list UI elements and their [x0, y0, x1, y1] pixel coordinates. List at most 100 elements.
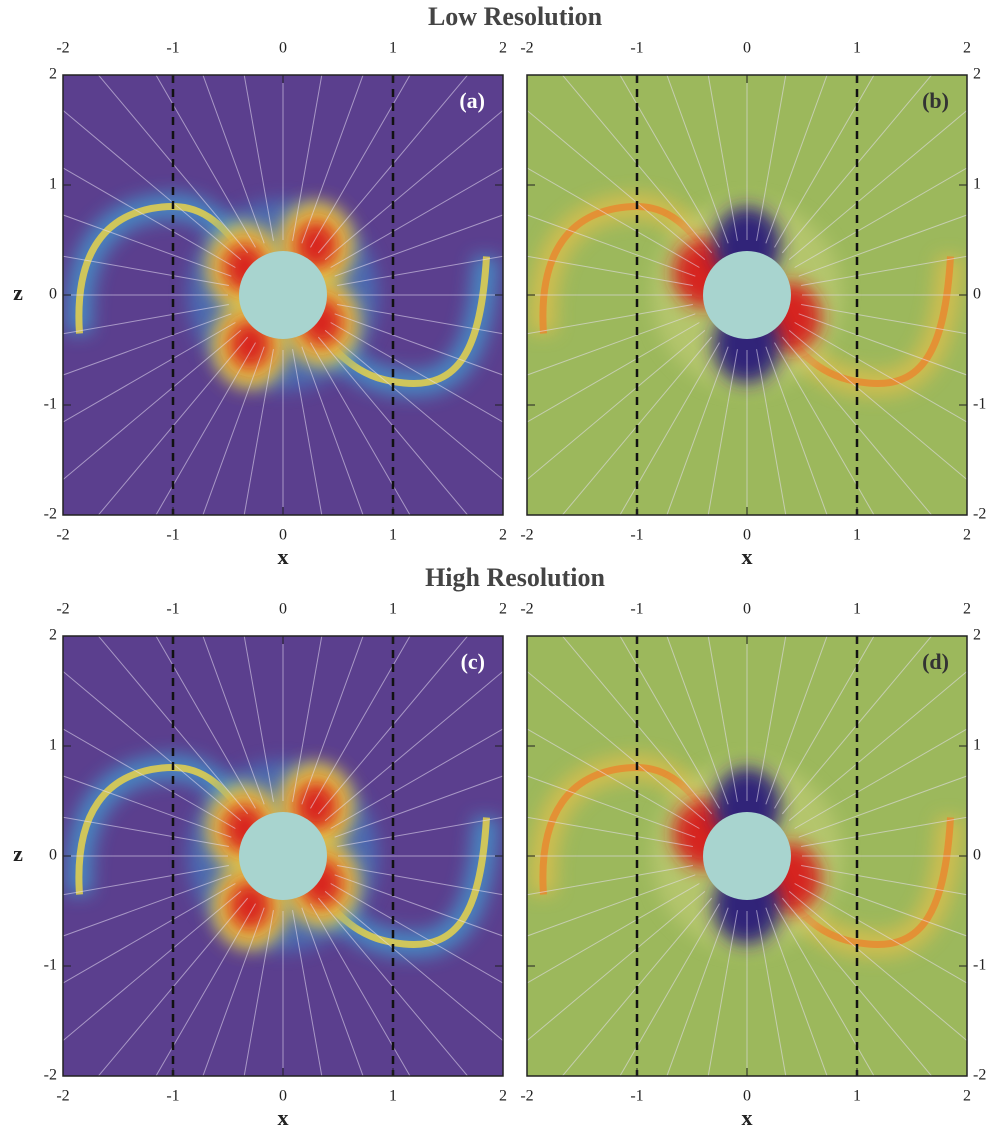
- streamline: [756, 75, 787, 241]
- streamline: [527, 322, 700, 423]
- streamline: [788, 670, 967, 822]
- y-tick-label: -2: [44, 506, 57, 523]
- streamline: [707, 636, 738, 802]
- streamline: [334, 874, 503, 937]
- streamline: [801, 255, 967, 286]
- body: [703, 812, 791, 900]
- streamline: [97, 897, 249, 1076]
- streamline: [707, 75, 738, 241]
- streamline: [619, 903, 720, 1076]
- streamline: [756, 636, 787, 802]
- streamline: [527, 255, 693, 286]
- streamline: [324, 670, 503, 822]
- y-tick-label: -1: [973, 396, 986, 413]
- streamline: [527, 329, 706, 481]
- y-tick-label: 0: [49, 847, 57, 864]
- y-tick-label: 2: [973, 627, 981, 644]
- streamline: [788, 109, 967, 261]
- streamline: [527, 214, 696, 277]
- streamline: [63, 313, 232, 376]
- streamline: [527, 728, 700, 829]
- streamline: [334, 214, 503, 277]
- y-tick-label: 1: [49, 176, 57, 193]
- streamline: [337, 865, 503, 896]
- streamline: [63, 109, 242, 261]
- streamline: [63, 329, 242, 481]
- y-tick-label: 2: [973, 66, 981, 83]
- streamline: [798, 775, 967, 838]
- streamline: [527, 874, 696, 937]
- streamline: [243, 349, 274, 515]
- panel-field: [63, 636, 503, 1076]
- streamline: [774, 75, 875, 248]
- x-tick-label: 2: [963, 527, 971, 544]
- body: [239, 251, 327, 339]
- x-tick-label: 1: [853, 1088, 861, 1105]
- x-tick-label: -1: [630, 40, 643, 57]
- streamline: [310, 636, 411, 809]
- x-tick-label: 1: [389, 40, 397, 57]
- streamline: [666, 346, 729, 515]
- panel-label: (a): [459, 88, 485, 113]
- streamline: [317, 636, 469, 815]
- streamline: [292, 349, 323, 515]
- x-tick-label: -1: [630, 527, 643, 544]
- streamline: [317, 75, 469, 254]
- streamline: [527, 883, 700, 984]
- streamline: [334, 313, 503, 376]
- x-tick-label: 1: [853, 40, 861, 57]
- streamline: [317, 336, 469, 515]
- y-tick-label: -2: [973, 506, 986, 523]
- x-tick-label: 1: [853, 601, 861, 618]
- y-tick-label: 2: [49, 66, 57, 83]
- streamline: [781, 636, 933, 815]
- streamline: [798, 874, 967, 937]
- streamline: [243, 636, 274, 802]
- streamline: [666, 636, 729, 805]
- streamline: [63, 728, 236, 829]
- streamline: [324, 329, 503, 481]
- section-title: High Resolution: [425, 563, 605, 592]
- x-tick-label: 2: [499, 601, 507, 618]
- streamline: [527, 865, 693, 896]
- streamline: [330, 883, 503, 984]
- x-tick-label: -1: [166, 1088, 179, 1105]
- x-tick-label: 2: [963, 40, 971, 57]
- streamline: [63, 890, 242, 1042]
- streamline: [781, 75, 933, 254]
- panel-label: (c): [461, 649, 485, 674]
- x-tick-label: -2: [520, 601, 533, 618]
- streamline: [527, 313, 696, 376]
- x-tick-label: -1: [166, 527, 179, 544]
- x-tick-label: -2: [520, 1088, 533, 1105]
- streamline: [619, 342, 720, 515]
- streamline: [527, 816, 693, 847]
- streamline: [97, 636, 249, 815]
- streamline: [801, 304, 967, 335]
- streamline: [765, 636, 828, 805]
- streamline: [202, 907, 265, 1076]
- streamline: [527, 167, 700, 268]
- streamline: [63, 874, 232, 937]
- streamline: [63, 167, 236, 268]
- y-tick-label: 0: [973, 286, 981, 303]
- x-tick-label: 0: [743, 527, 751, 544]
- x-tick-label: -1: [166, 40, 179, 57]
- x-tick-label: -2: [56, 1088, 69, 1105]
- streamline: [63, 214, 232, 277]
- panel-label: (b): [922, 88, 949, 113]
- x-tick-label: 0: [279, 601, 287, 618]
- streamline: [63, 883, 236, 984]
- streamline: [337, 255, 503, 286]
- streamline: [527, 670, 706, 822]
- y-axis-label: z: [13, 841, 23, 866]
- streamline: [310, 75, 411, 248]
- body: [239, 812, 327, 900]
- streamline: [97, 336, 249, 515]
- streamline: [330, 322, 503, 423]
- section-title: Low Resolution: [428, 2, 603, 31]
- y-tick-label: 0: [49, 286, 57, 303]
- streamline: [774, 342, 875, 515]
- x-tick-label: 0: [743, 40, 751, 57]
- x-tick-label: -2: [520, 40, 533, 57]
